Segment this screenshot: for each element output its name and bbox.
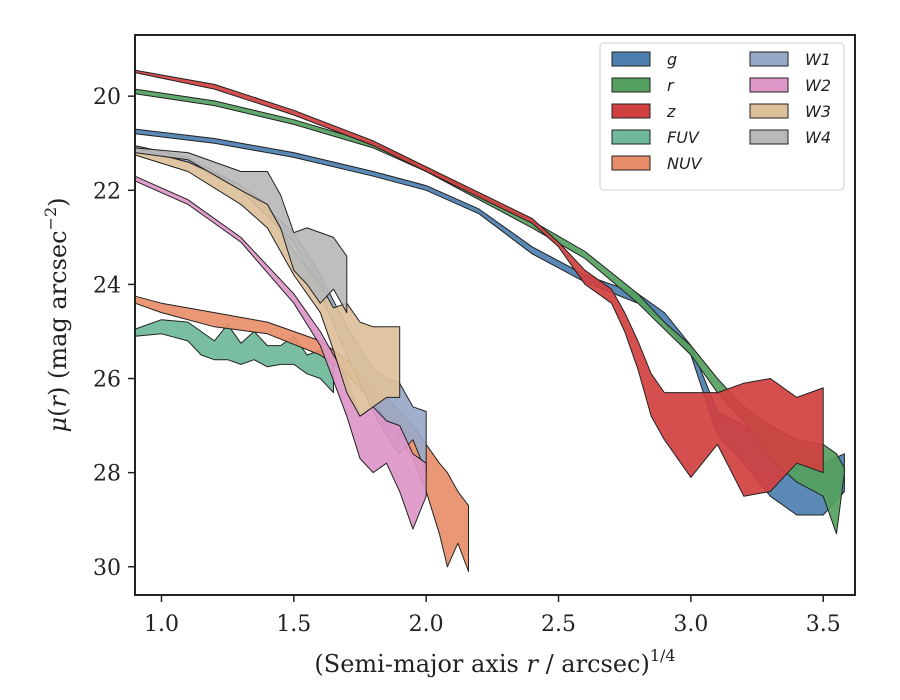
y-tick-label: 20 [93,85,121,110]
plot-frame [134,34,856,596]
legend-swatch-z [611,103,651,119]
x-tick-label: 2.0 [409,612,444,637]
band-fuv [134,319,334,394]
band-layer [134,69,845,572]
legend-label-w1: W1 [805,50,831,69]
legend-label-w2: W2 [805,76,831,95]
legend-label-r: r [667,76,675,95]
x-axis-label: (Semi-major axis r / arcsec)1/4 [314,646,675,678]
band-w2 [134,175,427,530]
y-axis-ticks: 20 22 24 26 28 30 [93,85,135,581]
legend-swatch-fuv [611,129,651,145]
x-tick-label: 3.5 [806,612,841,637]
legend-label-nuv: NUV [667,154,703,173]
x-axis-ticks: 1.0 1.5 2.0 2.5 3.0 3.5 [144,595,841,637]
y-tick-label: 26 [93,368,121,393]
legend-label-w4: W4 [805,128,831,147]
band-w4 [134,147,348,314]
legend-label-w3: W3 [805,102,831,121]
legend: grz FUV NUV W1 W2 W3 W4 [599,42,845,191]
legend-swatch-w2 [749,77,789,93]
legend-label-fuv: FUV [667,128,700,147]
legend-label-z: z [666,102,676,121]
x-tick-label: 1.5 [276,612,311,637]
y-axis-label: μ(r) (mag arcsec−2) [41,197,72,432]
band-z [134,69,824,497]
legend-swatch-w3 [749,103,789,119]
y-tick-label: 30 [93,556,121,581]
x-tick-label: 2.5 [541,612,576,637]
legend-swatch-r [611,77,651,93]
x-tick-label: 3.0 [673,612,708,637]
legend-swatch-nuv [611,155,651,171]
x-tick-label: 1.0 [144,612,179,637]
legend-swatch-w1 [749,51,789,67]
legend-label-g: g [667,50,677,69]
y-tick-label: 24 [93,273,121,298]
legend-swatch-w4 [749,129,789,145]
legend-swatch-g [611,51,651,67]
y-tick-label: 22 [93,179,121,204]
y-tick-label: 28 [93,462,121,487]
